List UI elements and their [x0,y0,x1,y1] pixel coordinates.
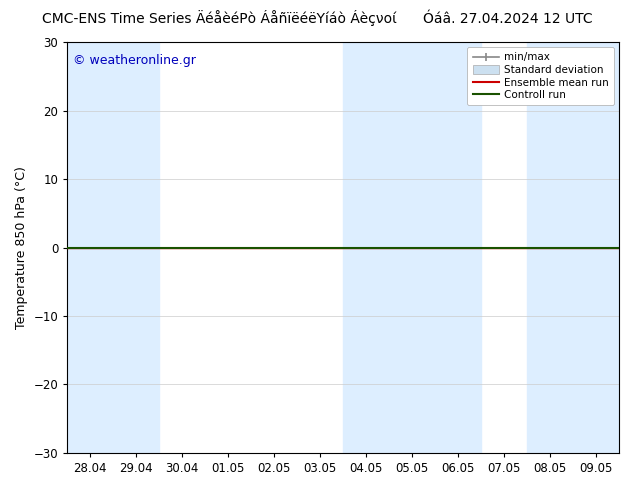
Y-axis label: Temperature 850 hPa (°C): Temperature 850 hPa (°C) [15,166,28,329]
Bar [527,42,619,453]
Bar [343,42,481,453]
Text: © weatheronline.gr: © weatheronline.gr [73,54,196,68]
Legend: min/max, Standard deviation, Ensemble mean run, Controll run: min/max, Standard deviation, Ensemble me… [467,47,614,105]
Text: CMC-ENS Time Series ÄéåèéΡò ÁåñïëéëΥíáò Áèçνοί      Óáâ. 27.04.2024 12 UTC: CMC-ENS Time Series ÄéåèéΡò ÁåñïëéëΥíáò … [42,10,592,26]
Bar [67,42,159,453]
